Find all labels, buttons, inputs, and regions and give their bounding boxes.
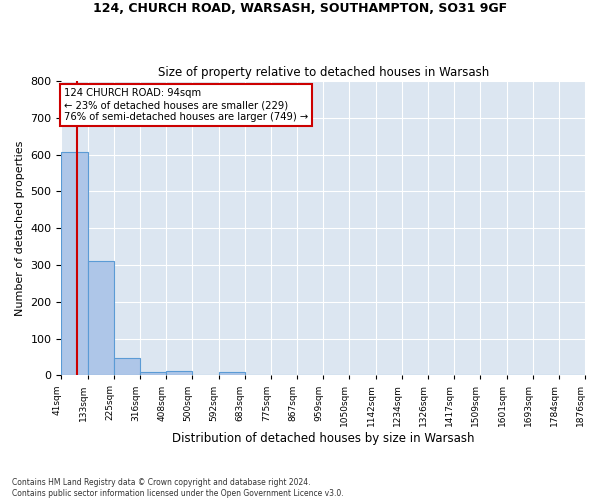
Text: Contains HM Land Registry data © Crown copyright and database right 2024.
Contai: Contains HM Land Registry data © Crown c… bbox=[12, 478, 344, 498]
Bar bbox=[140, 372, 166, 376]
Text: 124 CHURCH ROAD: 94sqm
← 23% of detached houses are smaller (229)
76% of semi-de: 124 CHURCH ROAD: 94sqm ← 23% of detached… bbox=[64, 88, 308, 122]
Bar bbox=[218, 372, 245, 376]
Title: Size of property relative to detached houses in Warsash: Size of property relative to detached ho… bbox=[158, 66, 489, 78]
Bar bbox=[114, 358, 140, 376]
X-axis label: Distribution of detached houses by size in Warsash: Distribution of detached houses by size … bbox=[172, 432, 475, 445]
Bar bbox=[88, 262, 114, 376]
Text: 124, CHURCH ROAD, WARSASH, SOUTHAMPTON, SO31 9GF: 124, CHURCH ROAD, WARSASH, SOUTHAMPTON, … bbox=[93, 2, 507, 16]
Bar bbox=[166, 370, 193, 376]
Y-axis label: Number of detached properties: Number of detached properties bbox=[15, 140, 25, 316]
Bar bbox=[61, 152, 88, 376]
